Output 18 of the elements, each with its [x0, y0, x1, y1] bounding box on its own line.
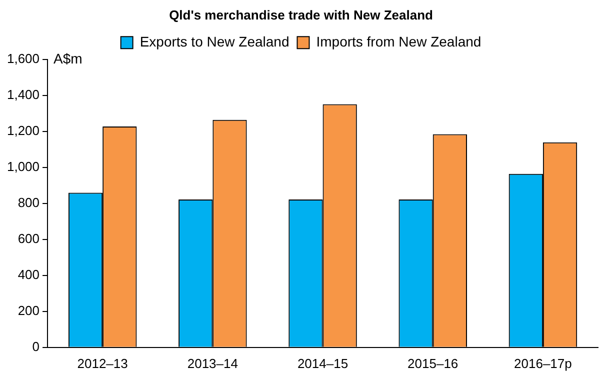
- x-tick-label: 2016–17p: [514, 356, 572, 371]
- y-axis-title: A$m: [54, 50, 82, 66]
- legend-label: Exports to New Zealand: [140, 33, 290, 50]
- x-tick-label: 2012–13: [77, 356, 128, 371]
- y-tick-label: 600: [18, 231, 40, 246]
- x-tick-label: 2014–15: [297, 356, 348, 371]
- x-tick-label: 2015–16: [408, 356, 458, 371]
- y-tick-label: 400: [18, 267, 40, 282]
- chart-title: Qld's merchandise trade with New Zealand: [169, 7, 433, 22]
- y-tick-label: 200: [18, 303, 40, 318]
- x-tick-label: 2013–14: [187, 356, 238, 371]
- y-tick-label: 800: [18, 195, 40, 210]
- y-tick-label: 1,200: [6, 123, 40, 138]
- legend-label: Imports from New Zealand: [316, 33, 482, 50]
- y-tick-label: 1,400: [6, 87, 40, 102]
- y-tick-label: 0: [32, 338, 40, 354]
- y-tick-label: 1,600: [6, 51, 40, 66]
- y-tick-label: 1,000: [6, 159, 40, 174]
